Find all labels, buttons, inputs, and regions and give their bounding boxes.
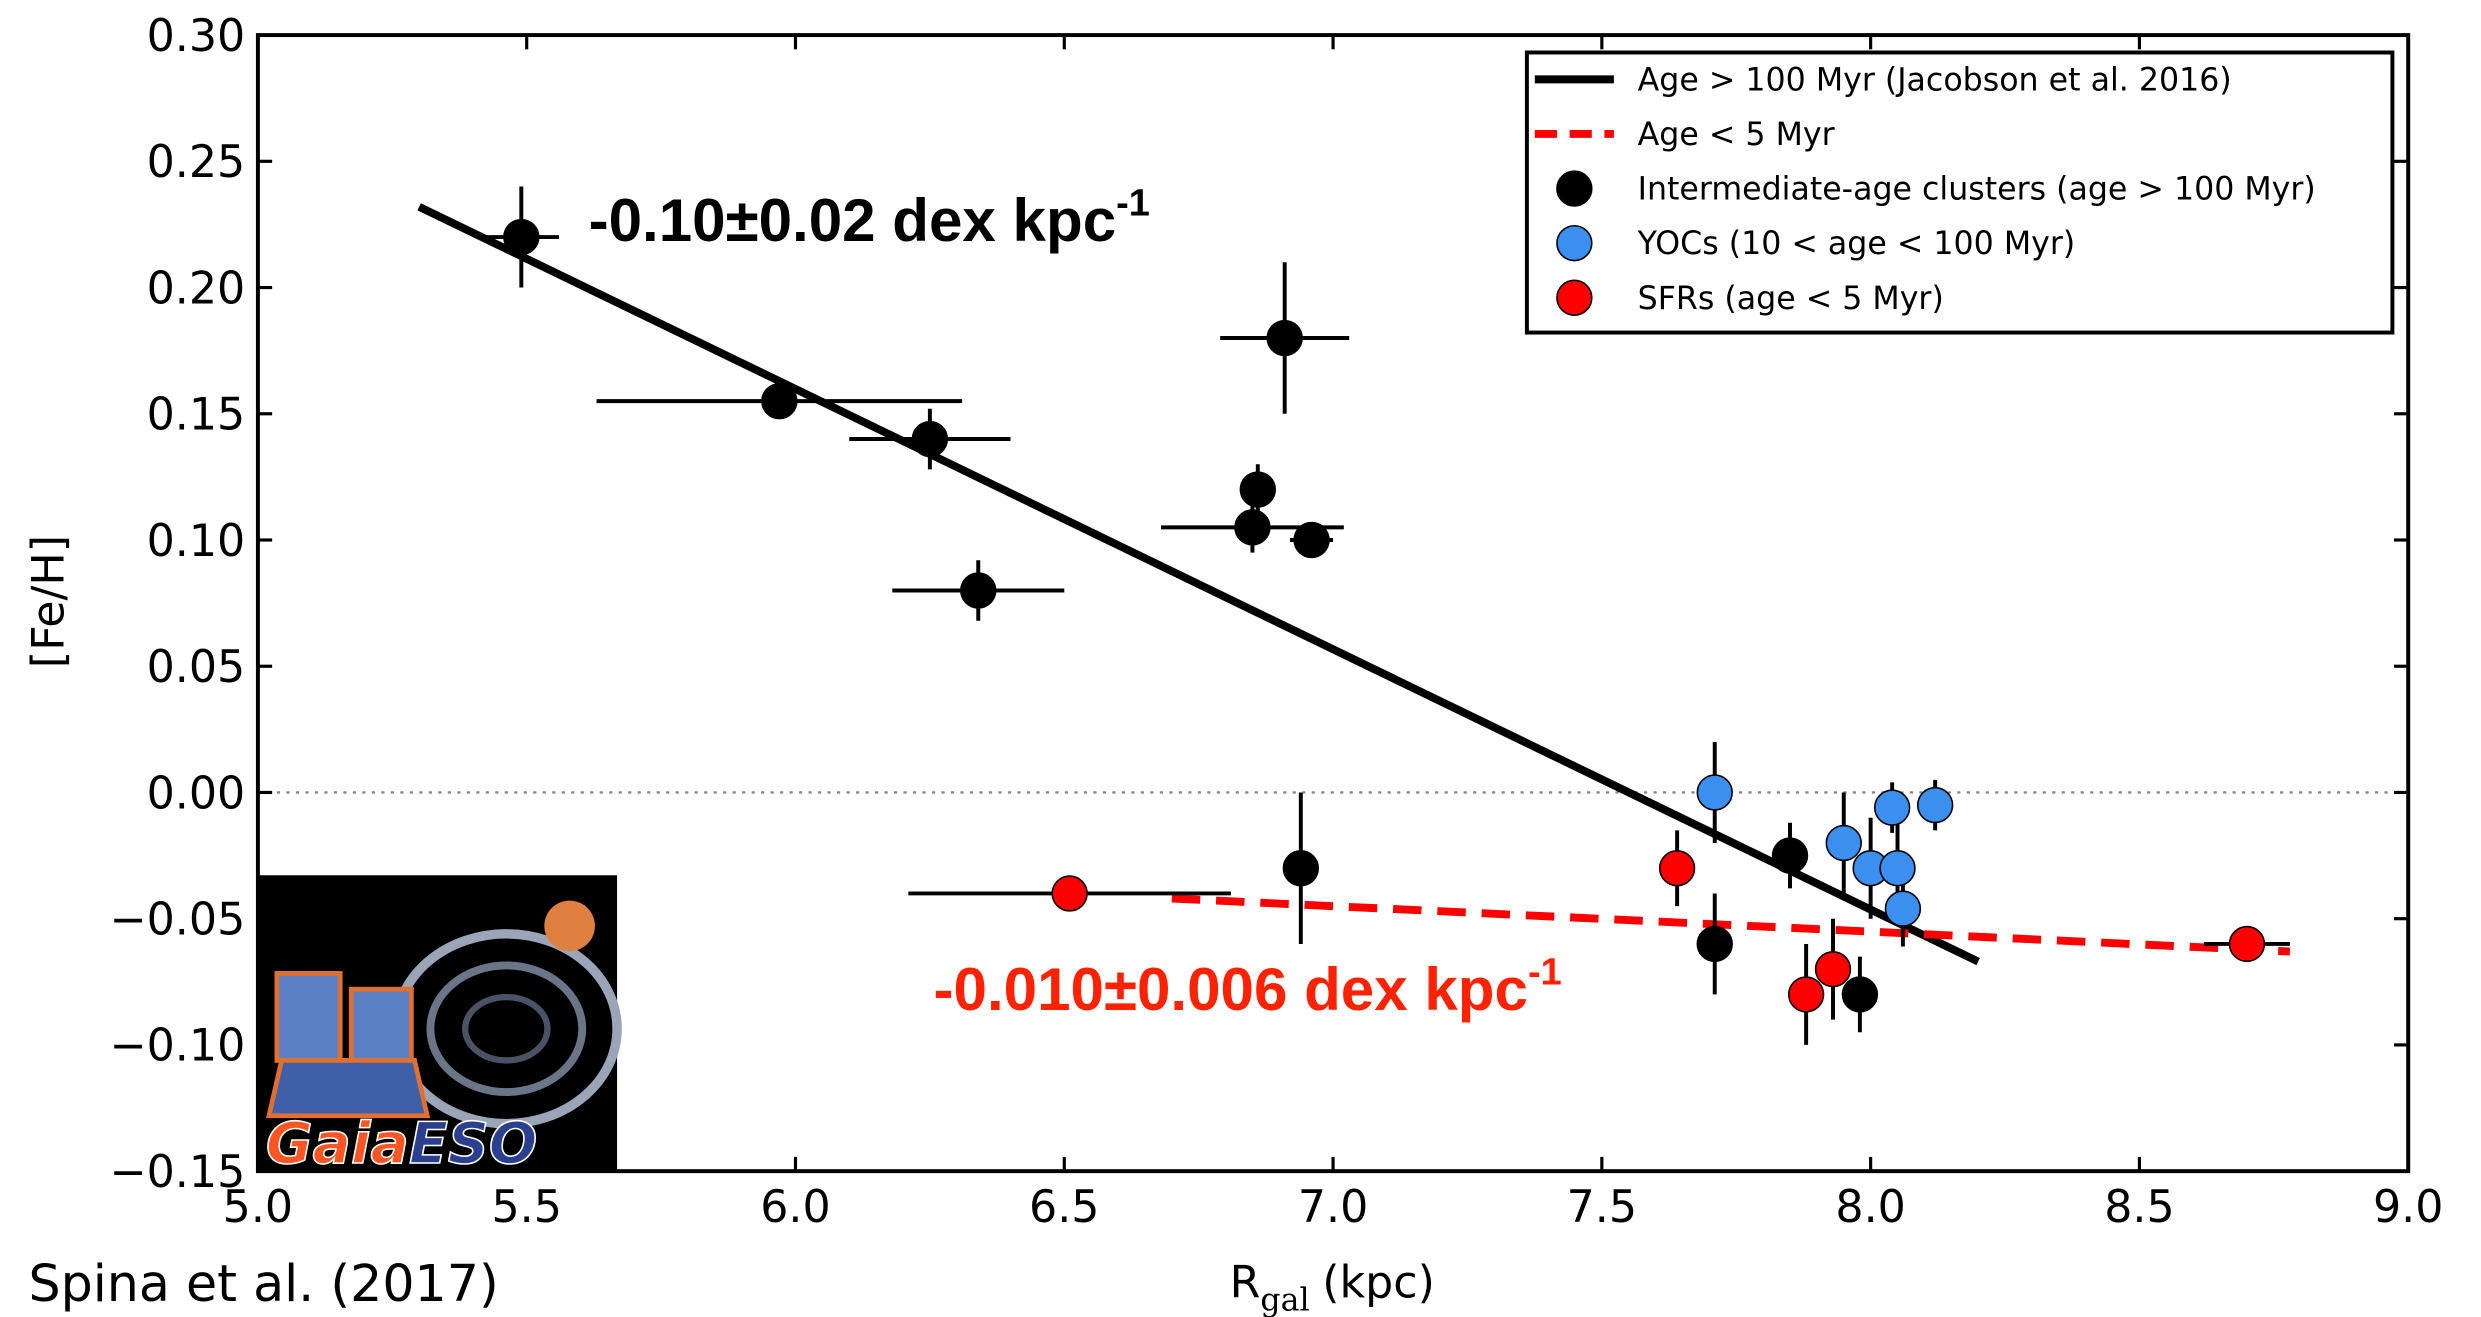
legend-label: YOCs (10 < age < 100 Myr) [1637,226,2076,262]
annotation-superscript: -1 [1116,182,1150,224]
y-tick-label: −0.05 [110,895,246,946]
x-tick-label: 8.5 [2104,1182,2174,1233]
point [503,218,540,256]
x-tick-label: 8.0 [1835,1182,1905,1233]
annotation-text: -0.010±0.006 dex kpc [934,956,1528,1023]
y-tick-label: 0.25 [147,137,246,188]
logo-telescope [348,986,414,1063]
fit-line [417,203,1980,966]
logo-swirl [462,993,551,1064]
point [1873,789,1911,826]
point [960,572,997,609]
plot-area: 5.0 5.5 6.0 6.5 7.0 7.5 8.0 8.5 9.0 −0.15 −0.10 −0.… [110,11,2444,1233]
point [1282,850,1320,887]
point [1658,850,1696,887]
y-tick-label: 0.10 [147,516,246,567]
legend-label: SFRs (age < 5 Myr) [1638,281,1944,317]
x-tick-label: 9.0 [2373,1182,2443,1233]
point [1841,976,1879,1013]
point [1825,824,1862,862]
y-tick-label: 0.30 [147,11,246,62]
point [1234,509,1271,546]
point [1879,850,1916,887]
logo-text-1: Gaia [266,1111,409,1177]
point [1884,890,1922,927]
point [1814,950,1852,988]
legend-label: Intermediate-age clusters (age > 100 Myr… [1638,172,2316,208]
point [1916,786,1954,824]
x-tick-label: 5.5 [491,1182,561,1233]
logo: GaiaESO [257,875,622,1178]
annotation: -0.10±0.02 dex kpc-1 [589,182,1150,253]
point [1771,837,1809,874]
point [1293,521,1330,559]
logo-text: GaiaESO [266,1111,537,1177]
annotation-text: -0.10±0.02 dex kpc [589,187,1117,254]
logo-text-2: ESO [409,1111,537,1177]
logo-satellite [544,900,595,952]
legend-label: Age < 5 Myr [1638,117,1835,153]
x-tick-label: 7.5 [1567,1182,1637,1233]
legend-marker [1556,224,1593,262]
x-tick-label: 5.0 [223,1182,293,1233]
annotation-superscript: -1 [1528,951,1562,993]
point [1051,875,1088,912]
credit: Spina et al. (2017) [28,1254,498,1313]
y-tick-label: −0.15 [110,1147,246,1198]
legend-label: Age > 100 Myr (Jacobson et al. 2016) [1638,62,2232,98]
y-tick-label: −0.10 [110,1021,246,1072]
x-axis-label-subscript: gal [1260,1282,1309,1317]
point [1696,774,1733,811]
point [1696,925,1733,963]
legend-marker [1556,279,1593,316]
logo-base [266,1058,431,1119]
logo-telescope [274,970,343,1063]
legend-box [1524,50,2395,335]
plot-frame [255,33,2411,1174]
point [911,420,949,458]
x-tick-label: 6.5 [1029,1182,1099,1233]
y-tick-label: 0.00 [147,768,246,819]
fit-line [1171,894,2291,956]
point [2228,925,2266,963]
y-axis-label: [Fe/H] [23,535,74,668]
y-tick-label: 0.05 [147,642,246,693]
point [1239,471,1276,508]
x-axis-label: Rgal (kpc) [1230,1258,1435,1317]
annotation: -0.010±0.006 dex kpc-1 [934,951,1562,1022]
x-tick-label: 6.0 [760,1182,830,1233]
x-axis-label-main: R [1230,1258,1261,1309]
y-tick-label: 0.15 [147,390,246,441]
point [1787,976,1825,1013]
logo-swirl [426,961,587,1096]
y-tick-label: 0.20 [147,263,246,314]
point [761,382,798,420]
legend-marker [1556,170,1593,207]
x-tick-label: 7.0 [1298,1182,1368,1233]
point [1266,319,1303,357]
x-axis-label-unit: (kpc) [1322,1258,1435,1309]
